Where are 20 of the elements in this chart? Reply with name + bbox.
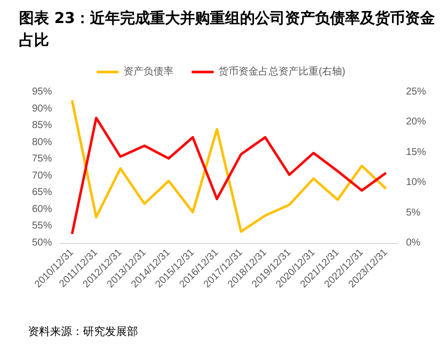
y-tick-label: 75%: [32, 154, 52, 165]
y-tick-label: 70%: [32, 170, 52, 182]
y-tick-label: 65%: [32, 187, 52, 198]
y-tick-label: 50%: [32, 238, 52, 248]
y-tick-label: 80%: [32, 136, 52, 148]
y2-tick-label: 0%: [406, 238, 421, 248]
y-tick-label: 60%: [32, 204, 52, 215]
text: 资料来源：研究发展部: [28, 325, 138, 338]
y-tick-label: 90%: [32, 103, 52, 114]
y2-tick-label: 25%: [406, 86, 426, 98]
legend-label: 货币资金占总资产比重(右轴): [218, 66, 346, 78]
y2-tick-label: 10%: [406, 177, 426, 188]
legend-label: 资产负债率: [124, 66, 174, 78]
y-tick-label: 95%: [32, 86, 52, 98]
y-tick-label: 55%: [32, 220, 52, 232]
y2-tick-label: 20%: [406, 116, 426, 128]
y2-tick-label: 5%: [406, 207, 421, 218]
y2-tick-label: 15%: [406, 146, 426, 158]
y-tick-label: 85%: [32, 120, 52, 132]
chart-title: 图表 23：近年完成重大并购重组的公司资产负债率及货币资金占比: [19, 9, 436, 49]
